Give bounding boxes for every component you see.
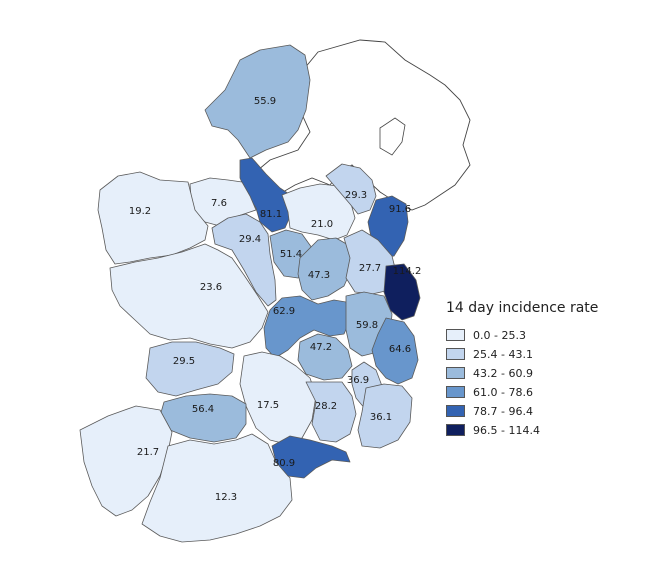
legend-label: 78.7 - 96.4 (473, 404, 533, 418)
county-value-label-monaghan: 29.3 (345, 190, 367, 201)
county-value-label-wicklow: 64.6 (389, 344, 411, 355)
county-value-label-kilkenny: 28.2 (315, 401, 337, 412)
legend-item: 25.4 - 43.1 (446, 345, 646, 363)
county-dublin (383, 263, 421, 321)
county-laois (297, 333, 353, 381)
county-value-label-limerick: 56.4 (192, 404, 214, 415)
county-value-label-westmeath: 47.3 (308, 270, 330, 281)
county-westmeath (297, 237, 353, 301)
lough-neagh (379, 117, 406, 156)
county-kilkenny (305, 381, 357, 443)
county-value-label-leitrim: 81.1 (260, 209, 282, 220)
county-value-label-waterford: 80.9 (273, 458, 295, 469)
county-value-label-offaly: 62.9 (273, 306, 295, 317)
county-galway (109, 243, 269, 349)
legend-label: 61.0 - 78.6 (473, 385, 533, 399)
county-value-label-louth: 91.6 (389, 204, 411, 215)
legend-swatch (446, 348, 465, 360)
legend-item: 43.2 - 60.9 (446, 364, 646, 382)
county-wicklow (371, 317, 419, 385)
county-value-label-longford: 51.4 (280, 249, 302, 260)
county-value-label-kerry: 21.7 (137, 447, 159, 458)
county-donegal (204, 44, 311, 159)
legend-label: 96.5 - 114.4 (473, 423, 540, 437)
county-value-label-sligo: 7.6 (211, 198, 227, 209)
county-cavan (281, 183, 356, 241)
county-value-labels: 55.9 81.1 7.6 19.2 29.4 21.0 29.3 91.6 51.4 47.3 2… (129, 96, 421, 503)
county-limerick (159, 393, 247, 443)
county-roscommon (211, 213, 277, 307)
legend-item: 96.5 - 114.4 (446, 421, 646, 439)
county-waterford (271, 435, 351, 479)
county-value-label-cork: 12.3 (215, 492, 237, 503)
county-value-label-donegal: 55.9 (254, 96, 276, 107)
legend-swatch (446, 405, 465, 417)
county-value-label-kildare: 59.8 (356, 320, 378, 331)
legend-swatch (446, 424, 465, 436)
county-value-label-cavan: 21.0 (311, 219, 333, 230)
legend-title: 14 day incidence rate (446, 300, 599, 316)
county-clare (145, 341, 235, 397)
legend-label: 43.2 - 60.9 (473, 366, 533, 380)
county-monaghan (325, 163, 377, 215)
county-value-label-carlow: 36.9 (347, 375, 369, 386)
legend-swatch (446, 386, 465, 398)
legend-label: 0.0 - 25.3 (473, 328, 526, 342)
northern-ireland-region (257, 39, 471, 211)
county-tipperary (239, 351, 317, 445)
legend-swatch (446, 329, 465, 341)
county-value-label-roscommon: 29.4 (239, 234, 261, 245)
legend-label: 25.4 - 43.1 (473, 347, 533, 361)
county-offaly (263, 295, 351, 359)
legend-item: 61.0 - 78.6 (446, 383, 646, 401)
legend-rows: 0.0 - 25.3 25.4 - 43.1 43.2 - 60.9 61.0 - 7… (446, 326, 646, 439)
county-cork (141, 433, 293, 543)
county-kerry (79, 405, 173, 517)
county-value-label-meath: 27.7 (359, 263, 381, 274)
county-value-label-wexford: 36.1 (370, 412, 392, 423)
map-legend: 14 day incidence rate 0.0 - 25.3 25.4 - 4… (446, 300, 646, 440)
county-value-label-tipperary: 17.5 (257, 400, 279, 411)
county-mayo (97, 171, 209, 265)
county-wexford (357, 383, 413, 449)
county-value-label-mayo: 19.2 (129, 206, 151, 217)
county-value-label-clare: 29.5 (173, 356, 195, 367)
county-value-label-galway: 23.6 (200, 282, 222, 293)
legend-item: 78.7 - 96.4 (446, 402, 646, 420)
county-value-label-dublin: 114.2 (393, 266, 422, 277)
legend-item: 0.0 - 25.3 (446, 326, 646, 344)
legend-swatch (446, 367, 465, 379)
county-value-label-laois: 47.2 (310, 342, 332, 353)
